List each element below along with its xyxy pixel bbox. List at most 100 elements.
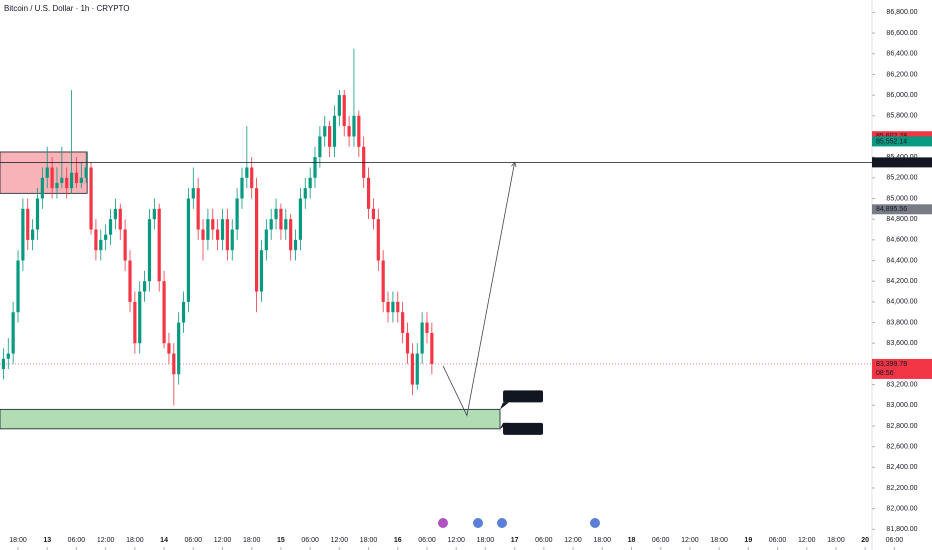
price-countdown: 08:56: [876, 370, 894, 377]
candle-body: [206, 219, 210, 240]
y-tick-label: 82,000.00: [886, 505, 917, 512]
x-tick-label: 12:00: [97, 537, 115, 544]
candle-body: [147, 219, 152, 282]
candle-body: [133, 301, 137, 344]
candle-body: [332, 115, 337, 147]
candle-body: [337, 95, 341, 116]
x-tick-label: 15: [277, 537, 285, 544]
candle-body: [328, 126, 332, 147]
y-tick-label: 84,400.00: [886, 257, 917, 264]
price-label-box: [872, 157, 932, 168]
y-tick-label: 84,000.00: [886, 299, 917, 306]
x-tick-label: 18: [628, 537, 636, 544]
candle-body: [274, 208, 278, 220]
x-tick-label: 12:00: [798, 537, 816, 544]
candle-body: [6, 353, 10, 359]
zone-label-pointer: [500, 402, 510, 410]
y-tick-label: 86,600.00: [886, 30, 917, 37]
candle-body: [279, 208, 283, 230]
zone-label-box: [503, 422, 544, 435]
zone-label: 82,960.69: [507, 394, 538, 401]
candle-body: [128, 260, 132, 302]
price-label: 84,895.56: [876, 206, 907, 213]
candle-body: [50, 167, 54, 189]
candle-body: [74, 172, 79, 183]
y-tick-label: 83,600.00: [886, 340, 917, 347]
candle-body: [186, 198, 191, 302]
candle-body: [177, 322, 181, 375]
x-tick-label: 06:00: [535, 537, 553, 544]
x-tick-label: 18:00: [243, 537, 261, 544]
x-tick-label: 18:00: [360, 537, 378, 544]
candle-body: [104, 234, 108, 240]
candle-body: [376, 219, 380, 261]
event-icon: [497, 518, 507, 528]
y-tick-label: 82,200.00: [886, 485, 917, 492]
y-tick-label: 85,000.00: [886, 195, 917, 202]
x-tick-label: 18:00: [477, 537, 495, 544]
y-tick-label: 83,800.00: [886, 319, 917, 326]
candle-body: [181, 301, 186, 323]
candle-body: [108, 219, 113, 235]
candle-body: [430, 332, 434, 364]
projection-arrowhead: [511, 161, 517, 168]
candle-body: [240, 177, 244, 199]
candle-body: [313, 157, 317, 178]
x-tick-label: 06:00: [769, 537, 787, 544]
candle-body: [298, 198, 303, 240]
x-tick-label: 17: [511, 537, 519, 544]
candle-body: [415, 353, 419, 385]
y-tick-label: 84,800.00: [886, 216, 917, 223]
candle-body: [366, 177, 371, 209]
candle-body: [323, 126, 327, 137]
x-tick-label: 20: [861, 537, 869, 544]
x-tick-label: 06:00: [68, 537, 86, 544]
candle-body: [143, 281, 147, 292]
y-tick-label: 85,800.00: [886, 113, 917, 120]
demand-zone: [0, 408, 501, 430]
candle-body: [162, 281, 166, 344]
event-icon: [473, 518, 483, 528]
candle-body: [342, 95, 346, 127]
candle-body: [69, 172, 74, 189]
candle-body: [318, 136, 322, 158]
zone-label: 82,771.77: [507, 426, 538, 433]
plot: 81,800.00 82,000.00 82,200.00 82,400.00 82,6…: [0, 9, 932, 550]
projection-path: [442, 162, 516, 417]
candle-body: [167, 343, 171, 354]
candle-body: [35, 198, 40, 230]
y-tick-label: 86,400.00: [886, 51, 917, 58]
candle-body: [269, 219, 273, 230]
candle-body: [211, 219, 215, 230]
candle-body: [420, 322, 424, 354]
candle-body: [259, 250, 264, 292]
price-label-box: [872, 131, 932, 142]
candle-body: [1, 358, 6, 370]
candle-body: [391, 301, 395, 313]
x-tick-label: 06:00: [418, 537, 436, 544]
candle-body: [245, 167, 249, 178]
candle-body: [216, 229, 220, 240]
candle-body: [264, 229, 268, 251]
candle-body: [220, 219, 225, 240]
candle-body: [60, 177, 64, 183]
price-label: 83,399.78: [876, 361, 907, 368]
event-icon: [438, 518, 448, 528]
candle-body: [94, 229, 98, 251]
y-tick-label: 86,200.00: [886, 71, 917, 78]
x-tick-label: 06:00: [301, 537, 319, 544]
candle-body: [201, 229, 205, 240]
candle-body: [250, 167, 254, 189]
candle-body: [303, 188, 307, 199]
x-tick-label: 12:00: [564, 537, 582, 544]
price-label: 85,552.14: [876, 138, 907, 145]
candle-body: [381, 260, 385, 302]
candle-body: [235, 198, 239, 230]
candle-body: [230, 229, 234, 251]
candle-body: [21, 208, 25, 261]
zone-label-pointer: [500, 422, 510, 429]
x-tick-label: 13: [43, 537, 51, 544]
x-tick-label: 18:00: [594, 537, 612, 544]
candle-body: [31, 229, 35, 240]
